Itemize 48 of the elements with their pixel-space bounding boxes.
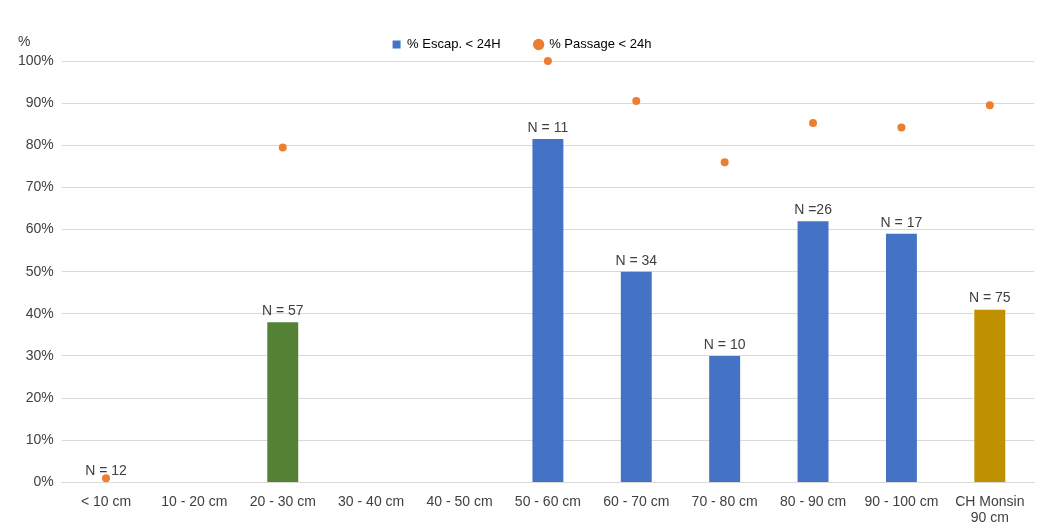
x-tick-label: 40 - 50 cm — [426, 492, 493, 509]
annotation: N = 75 — [968, 289, 1011, 306]
annotation: N =26 — [794, 200, 833, 217]
x-tick-label: CH Monsin 90 cm — [955, 492, 1025, 526]
y-tick-label: 20% — [25, 388, 54, 405]
bar — [797, 221, 829, 482]
legend-label: % Passage < 24h — [549, 36, 652, 52]
y-axis-title: % — [18, 32, 31, 49]
y-tick-label: 90% — [25, 94, 54, 110]
point — [809, 118, 818, 127]
x-tick-label: 80 - 90 cm — [779, 492, 847, 509]
point — [543, 57, 552, 65]
point — [720, 158, 729, 167]
x-tick-label: 30 - 40 cm — [338, 492, 405, 509]
x-tick-label: 60 - 70 cm — [603, 492, 670, 509]
legend-label: % Escap. < 24H — [407, 36, 501, 52]
x-tick-label: 20 - 30 cm — [249, 492, 316, 509]
annotation: N = 12 — [85, 462, 128, 479]
y-tick-label: 50% — [25, 262, 54, 279]
x-tick-label: 70 - 80 cm — [691, 492, 758, 509]
point — [102, 474, 110, 483]
y-tick-label: 0% — [33, 473, 54, 490]
y-tick-label: 40% — [25, 304, 54, 321]
annotation: N = 34 — [615, 251, 658, 268]
bar — [709, 355, 741, 482]
point — [278, 143, 287, 152]
x-tick-label: 90 - 100 cm — [864, 492, 939, 509]
y-tick-label: 30% — [25, 346, 54, 363]
bar — [267, 322, 299, 482]
point — [632, 97, 641, 106]
y-tick-label: 60% — [25, 220, 54, 237]
bar — [532, 138, 564, 482]
x-tick-label: 10 - 20 cm — [161, 492, 228, 509]
annotation: N = 17 — [880, 213, 923, 230]
bar — [885, 233, 917, 482]
bar — [620, 271, 652, 482]
point — [897, 123, 906, 132]
annotation: N = 57 — [261, 302, 304, 319]
y-tick-label: 80% — [25, 136, 54, 153]
annotation: N = 11 — [527, 118, 569, 135]
y-tick-label: 70% — [25, 178, 54, 195]
annotation: N = 10 — [703, 335, 746, 352]
x-tick-label: < 10 cm — [80, 492, 132, 509]
point — [985, 101, 994, 110]
x-tick-label: 50 - 60 cm — [514, 492, 581, 509]
y-tick-label: 100% — [17, 51, 54, 68]
bar — [974, 309, 1006, 482]
y-tick-label: 10% — [25, 431, 54, 448]
